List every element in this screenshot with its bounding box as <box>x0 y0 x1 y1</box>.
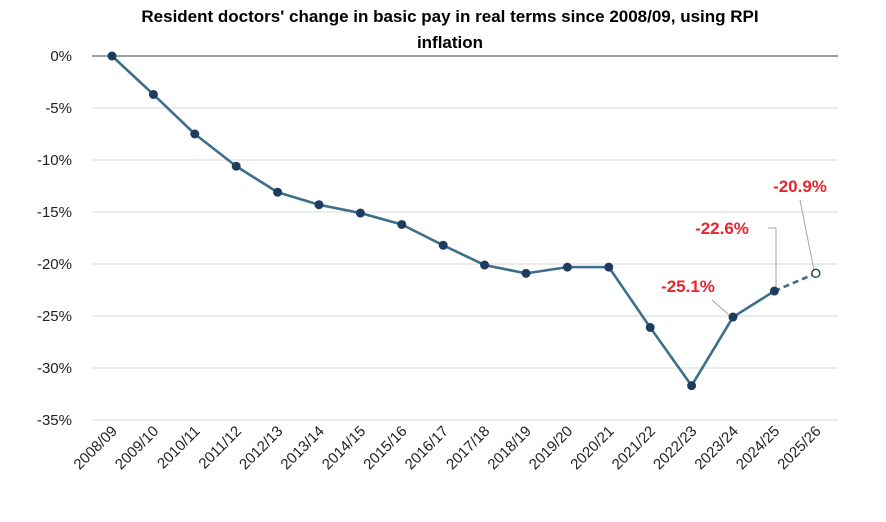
series-line <box>111 55 776 387</box>
series-line-projected <box>773 272 817 293</box>
data-point-projected <box>811 268 821 279</box>
data-point <box>190 129 200 139</box>
x-tick-label: 2020/21 <box>567 423 617 473</box>
y-tick-label: -30% <box>37 360 72 377</box>
x-tick-label: 2016/17 <box>402 423 452 473</box>
y-tick-label: -25% <box>37 308 72 325</box>
data-point <box>397 219 407 229</box>
data-point <box>687 381 697 391</box>
data-point <box>645 322 655 332</box>
y-tick-label: -5% <box>45 100 72 117</box>
data-point <box>438 240 448 250</box>
x-tick-label: 2008/09 <box>70 423 120 473</box>
data-point <box>480 260 490 270</box>
data-point <box>314 200 324 210</box>
x-tick-label: 2009/10 <box>112 423 162 473</box>
data-point <box>604 262 614 272</box>
y-tick-label: -20% <box>37 256 72 273</box>
data-label: -25.1% <box>661 277 715 296</box>
data-point <box>107 51 117 61</box>
data-point <box>355 208 365 218</box>
data-label: -20.9% <box>773 177 827 196</box>
x-tick-label: 2021/22 <box>609 423 659 473</box>
x-tick-label: 2015/16 <box>360 423 410 473</box>
x-tick-label: 2012/13 <box>236 423 286 473</box>
data-point <box>148 89 158 99</box>
x-tick-label: 2018/19 <box>484 423 534 473</box>
x-tick-label: 2017/18 <box>443 423 493 473</box>
chart-title-line-2: inflation <box>416 33 484 52</box>
x-tick-label: 2013/14 <box>277 423 327 473</box>
x-tick-label: 2025/26 <box>774 423 824 473</box>
data-label: -22.6% <box>695 219 749 238</box>
data-point <box>231 161 241 171</box>
x-tick-label: 2010/11 <box>154 423 204 473</box>
y-tick-label: -35% <box>37 412 72 429</box>
y-tick-label: 0% <box>50 48 72 65</box>
y-tick-label: -10% <box>37 152 72 169</box>
x-tick-label: 2023/24 <box>691 423 741 473</box>
x-tick-label: 2019/20 <box>526 423 576 473</box>
data-point <box>273 187 283 197</box>
annotation-leader-line <box>799 199 815 270</box>
x-tick-label: 2024/25 <box>733 423 783 473</box>
annotation-leader-line <box>768 227 777 288</box>
x-tick-label: 2011/12 <box>195 423 245 473</box>
x-tick-label: 2014/15 <box>319 423 369 473</box>
x-tick-label: 2022/23 <box>650 423 700 473</box>
chart-title: Resident doctors' change in basic pay in… <box>60 4 840 56</box>
data-point <box>769 286 779 296</box>
chart-title-line-1: Resident doctors' change in basic pay in… <box>141 7 759 26</box>
data-point <box>521 268 531 278</box>
data-point <box>728 312 738 322</box>
annotation-leader-line <box>711 299 730 316</box>
data-point <box>562 262 572 272</box>
y-tick-label: -15% <box>37 204 72 221</box>
